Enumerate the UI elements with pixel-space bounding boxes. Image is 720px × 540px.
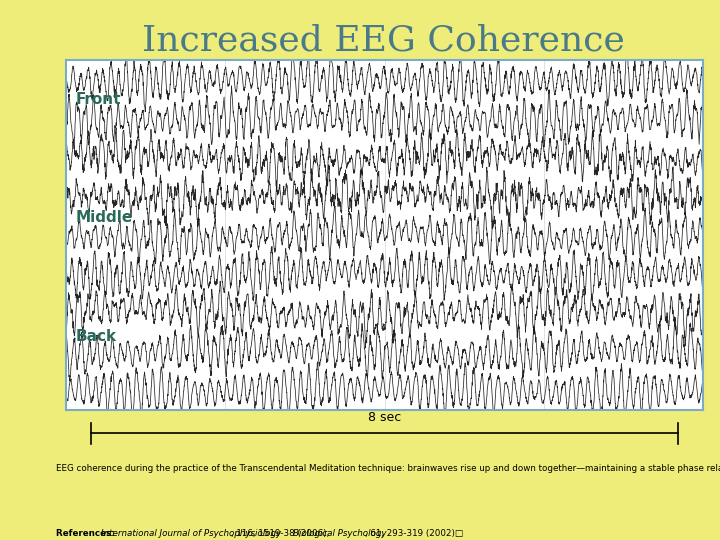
Text: Front: Front — [76, 92, 121, 107]
Text: , 61, 293-319 (2002)□: , 61, 293-319 (2002)□ — [365, 529, 464, 537]
Text: Middle: Middle — [76, 211, 132, 226]
Text: , 116, 1519-38 (2006);: , 116, 1519-38 (2006); — [231, 529, 333, 537]
Text: EEG coherence during the practice of the Transcendental Meditation technique: br: EEG coherence during the practice of the… — [56, 464, 720, 474]
Text: Biological Psychology: Biological Psychology — [294, 529, 387, 537]
Text: References:: References: — [56, 529, 118, 537]
Text: International Journal of Psychophysiology: International Journal of Psychophysiolog… — [101, 529, 281, 537]
Text: 8 sec: 8 sec — [368, 410, 401, 423]
Text: Back: Back — [76, 329, 117, 344]
Text: Increased EEG Coherence: Increased EEG Coherence — [142, 24, 624, 58]
